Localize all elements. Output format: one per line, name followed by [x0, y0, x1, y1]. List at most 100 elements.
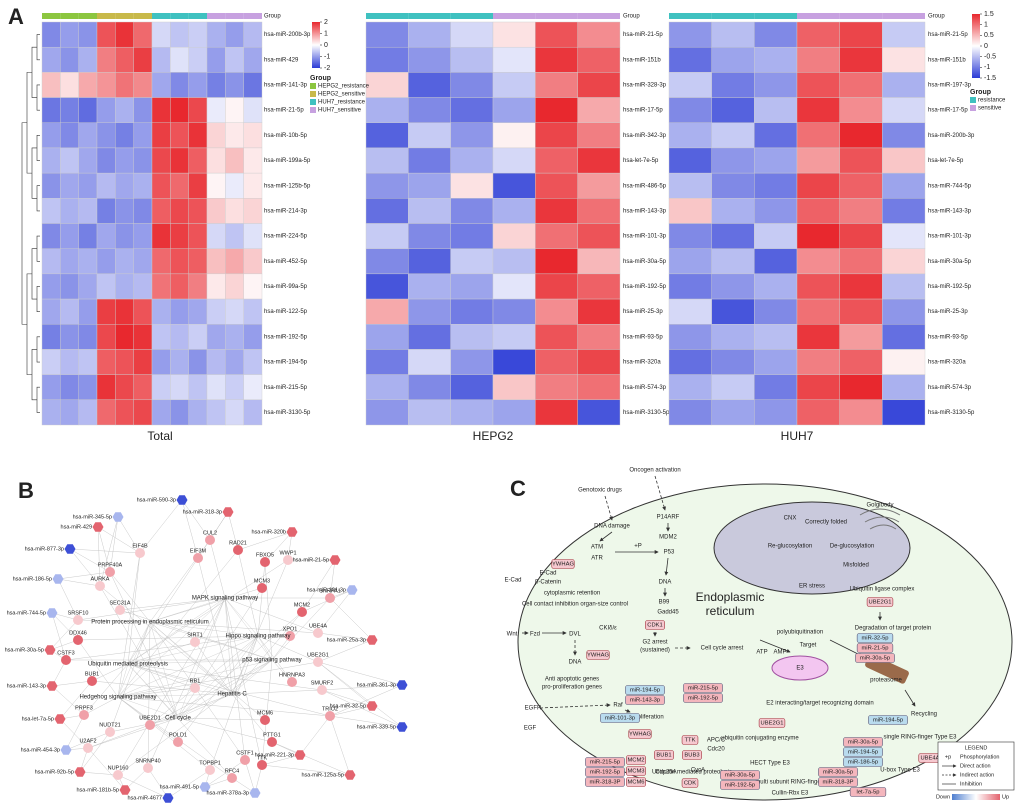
heatmap-cell	[60, 122, 79, 149]
colorbar-tick-label: 2	[324, 19, 328, 26]
panel-label: B	[18, 478, 34, 503]
heatmap-cell	[115, 46, 134, 73]
heatmap-cell	[206, 349, 226, 375]
group-bar	[493, 13, 536, 19]
heatmap-cell	[225, 198, 244, 224]
heatmap-cell	[96, 21, 116, 48]
heatmap-cell	[60, 46, 79, 73]
edge	[224, 597, 319, 634]
heatmap-cell	[711, 172, 755, 199]
edge	[261, 764, 351, 776]
edge	[181, 499, 211, 541]
heatmap-cell	[188, 46, 208, 73]
heatmap-cell	[577, 72, 621, 98]
heatmap-cell	[492, 46, 536, 73]
mirna-box	[720, 780, 760, 790]
node-label: SMURF2	[311, 680, 334, 686]
edge	[329, 715, 351, 776]
node-label: hsa-miR-491-5p	[160, 784, 199, 790]
node-label: hsa-miR-877-3p	[25, 546, 64, 552]
mirna-node	[119, 785, 131, 795]
heatmap-cell	[60, 72, 79, 98]
row-label: hsa-miR-452-5p	[264, 259, 308, 265]
heatmap-cell	[188, 223, 208, 249]
row-label: hsa-miR-320a	[928, 360, 966, 366]
heatmap-cell	[492, 324, 536, 350]
gene-node	[79, 710, 89, 720]
edge	[329, 684, 403, 717]
edge	[97, 526, 141, 554]
mirna-node	[176, 495, 188, 505]
heatmap-cell	[151, 172, 171, 199]
edge	[257, 635, 293, 683]
heatmap-cell	[754, 46, 798, 73]
heatmap-cell	[577, 46, 621, 73]
edge	[299, 715, 331, 756]
heatmap-cell	[151, 273, 171, 300]
edge	[77, 597, 226, 621]
heatmap-cell	[408, 248, 451, 275]
edge	[97, 526, 101, 587]
heatmap-cell	[365, 298, 409, 325]
node-label: hsa-miR-4677	[127, 795, 162, 801]
colorbar-tick-label: 0.5	[984, 32, 994, 39]
edge	[257, 561, 266, 637]
heatmap-cell	[754, 223, 798, 249]
heatmap-cell	[492, 248, 536, 275]
mirna-node	[366, 635, 378, 645]
heatmap-cell	[839, 399, 883, 426]
pathway-text: reticulum	[706, 604, 755, 618]
heatmap-cell	[408, 46, 451, 73]
gene-node	[205, 765, 215, 775]
row-label: hsa-let-7e-5p	[623, 158, 659, 164]
heatmap-cell	[450, 223, 494, 249]
heatmap-cell	[754, 172, 798, 199]
heatmap-cell	[450, 46, 494, 73]
heatmap-cell	[577, 122, 621, 149]
row-label: hsa-miR-21-5p	[928, 32, 968, 38]
heatmap-cell	[188, 147, 208, 174]
legend-swatch	[310, 99, 316, 105]
pathway-text: (sustained)	[640, 648, 670, 654]
heatmap-cell	[188, 273, 208, 300]
group-bar	[882, 13, 925, 19]
edge	[69, 548, 101, 587]
mirna-box	[683, 683, 723, 693]
pathway-text: MDM2	[659, 535, 677, 541]
edge	[69, 548, 141, 554]
heatmap-cell	[41, 21, 61, 48]
gene-node	[205, 535, 215, 545]
heatmap-cell	[170, 147, 189, 174]
heatmap-cell	[796, 324, 840, 350]
gene-node	[287, 677, 297, 687]
heatmap-cell	[668, 399, 712, 426]
heatmap-cell	[96, 122, 116, 149]
heatmap-cell	[41, 72, 61, 98]
node-label: PRPF3	[75, 705, 93, 711]
heatmap-cell	[78, 21, 98, 48]
heatmap-cell	[796, 374, 840, 401]
heatmap-cell	[243, 399, 263, 426]
edge	[117, 696, 233, 779]
pathway-text: E-Cad	[539, 571, 556, 577]
mirna-label: miR-215-5p	[590, 760, 620, 766]
edge	[109, 571, 151, 623]
heatmap-cell	[41, 374, 61, 401]
node-label: hsa-miR-92b-5p	[35, 769, 74, 775]
heatmap-cell	[839, 298, 883, 325]
heatmap-cell	[151, 374, 171, 401]
pathway-text: EGF	[524, 726, 537, 732]
node-label: SNRNP40	[135, 758, 160, 764]
heatmap-cell	[170, 122, 189, 149]
pathway-text: ATR	[591, 556, 603, 562]
edge	[237, 549, 259, 637]
mirna-label: miR-30a-5p	[823, 770, 853, 776]
edge	[117, 659, 273, 776]
heatmap-cell	[225, 399, 244, 426]
edge	[51, 612, 79, 641]
edge	[177, 635, 259, 743]
edge	[147, 597, 226, 769]
group-bar	[797, 13, 840, 19]
heatmap-cell	[96, 223, 116, 249]
edge	[177, 717, 273, 743]
